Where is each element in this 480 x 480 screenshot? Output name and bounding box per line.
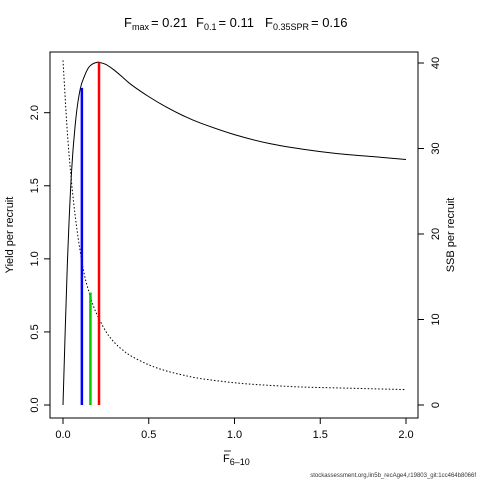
svg-text:F6–10: F6–10: [223, 453, 250, 467]
series-layer: [62, 60, 407, 406]
x-tick-label: 0.5: [141, 429, 156, 441]
y-left-tick-label: 1.0: [29, 251, 41, 266]
y-right-tick-label: 10: [430, 313, 442, 325]
chart-title: Fmax = 0.21 F0.1 = 0.11 F0.35SPR = 0.16: [124, 15, 348, 32]
reference-lines: [80, 62, 101, 405]
y-left-tick-label: 1.5: [29, 178, 41, 193]
y-right-axis-label: SSB per recruit: [445, 198, 457, 273]
title-fmax: Fmax = 0.21: [124, 15, 187, 32]
axes: 0.0 0.5 1.0 1.5 2.0 0.0 0.5 1.0 1.5 2.0 0 10 20 30 40: [29, 57, 442, 441]
title-f01: F0.1 = 0.11: [196, 15, 254, 32]
y-left-tick-label: 0.5: [29, 324, 41, 339]
yield-per-recruit-line: [62, 61, 407, 406]
x-tick-label: 2.0: [398, 429, 413, 441]
y-left-axis-label: Yield per recruit: [4, 197, 16, 274]
y-left-tick-label: 0.0: [29, 397, 41, 412]
y-right-tick-label: 30: [430, 142, 442, 154]
plot-frame: [49, 51, 419, 419]
x-axis-label: F6–10: [223, 450, 250, 467]
y-left-tick-label: 2.0: [29, 105, 41, 120]
y-right-tick-label: 40: [430, 57, 442, 69]
y-right-tick-label: 0: [430, 402, 442, 408]
source-footnote: stockassessment.org,lin5b_recAge4,r19803…: [310, 473, 476, 479]
ssb-per-recruit-line: [62, 60, 407, 391]
title-f035spr: F0.35SPR = 0.16: [265, 15, 348, 32]
x-tick-label: 1.5: [313, 429, 328, 441]
x-tick-label: 0.0: [55, 429, 70, 441]
y-right-tick-label: 20: [430, 228, 442, 240]
x-tick-label: 1.0: [227, 429, 242, 441]
